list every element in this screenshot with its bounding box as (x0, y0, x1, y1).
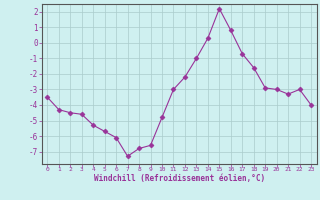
X-axis label: Windchill (Refroidissement éolien,°C): Windchill (Refroidissement éolien,°C) (94, 174, 265, 183)
